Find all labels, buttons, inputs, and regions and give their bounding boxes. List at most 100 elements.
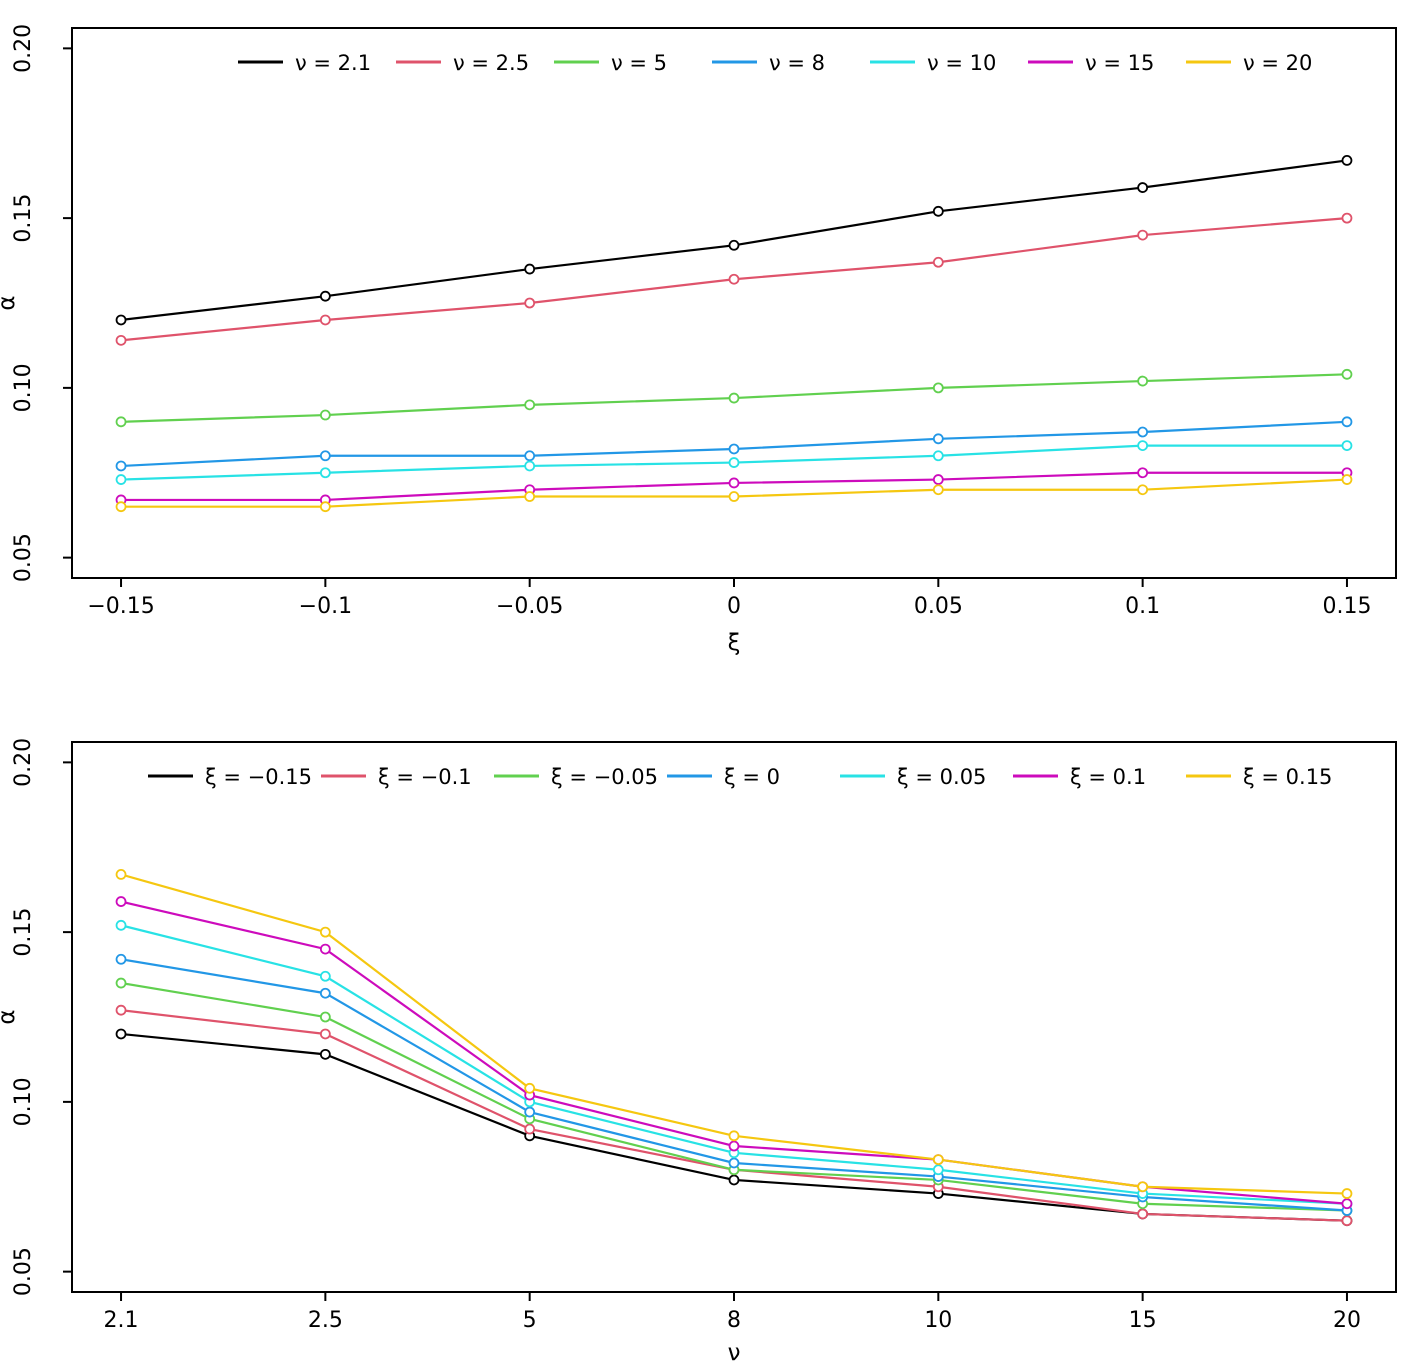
legend-entry: ν = 5 (554, 51, 667, 75)
legend-label: ν = 20 (1243, 51, 1312, 75)
data-point (319, 467, 331, 479)
data-point (728, 392, 740, 404)
legend-label: ν = 2.1 (295, 51, 371, 75)
data-point (115, 953, 127, 965)
data-point (1137, 440, 1149, 451)
data-point (932, 205, 944, 217)
data-point (728, 1130, 740, 1142)
data-point (115, 1028, 127, 1040)
x-tick-label: 20 (1333, 1308, 1361, 1333)
data-point (319, 501, 331, 513)
data-point (1137, 467, 1149, 479)
data-point (115, 869, 127, 880)
data-point (524, 1106, 536, 1118)
legend-entry: ν = 8 (712, 51, 825, 75)
y-axis-title: α (0, 1009, 20, 1024)
legend-label: ξ = 0.1 (1070, 765, 1146, 789)
data-point (728, 443, 740, 455)
x-tick-label: −0.1 (299, 594, 352, 619)
y-tick-label: 0.20 (11, 738, 36, 787)
x-tick-label: 0.1 (1125, 594, 1160, 619)
x-tick-label: −0.05 (496, 594, 563, 619)
data-point (1341, 368, 1353, 380)
legend-label: ξ = −0.15 (205, 765, 312, 789)
y-tick-label: 0.10 (11, 363, 36, 412)
data-point (1341, 416, 1353, 428)
data-point (115, 314, 127, 326)
data-point (319, 970, 331, 982)
x-axis-title: ν (728, 1340, 741, 1365)
legend-entry: ν = 2.5 (396, 51, 529, 75)
x-tick-label: −0.15 (87, 594, 154, 619)
data-point (524, 460, 536, 472)
legend-entry: ν = 2.1 (238, 51, 371, 75)
data-point (319, 290, 331, 302)
legend-entry: ξ = −0.05 (494, 765, 658, 789)
data-point (1341, 212, 1353, 224)
data-point (1137, 182, 1149, 193)
data-point (319, 1011, 331, 1023)
x-tick-label: 5 (523, 1308, 537, 1333)
data-point (115, 919, 127, 931)
data-point (728, 1140, 740, 1152)
y-axis-title: α (0, 295, 20, 310)
legend-entry: ξ = 0.15 (1186, 765, 1332, 789)
x-tick-label: 0.05 (914, 594, 963, 619)
y-tick-label: 0.20 (11, 24, 36, 73)
data-point (319, 450, 331, 462)
x-tick-label: 2.1 (104, 1308, 139, 1333)
data-point (1341, 1198, 1353, 1210)
data-point (932, 450, 944, 462)
legend-label: ν = 10 (927, 51, 996, 75)
data-point (319, 926, 331, 938)
x-tick-label: 0.15 (1322, 594, 1371, 619)
legend-entry: ξ = −0.15 (148, 765, 312, 789)
data-point (1137, 1208, 1149, 1220)
y-tick-label: 0.05 (11, 1247, 36, 1296)
data-point (1137, 1181, 1149, 1193)
data-point (524, 1123, 536, 1135)
data-point (1341, 155, 1353, 166)
legend-label: ν = 8 (769, 51, 825, 75)
data-point (524, 491, 536, 502)
data-point (1341, 1215, 1353, 1227)
legend-label: ξ = 0.15 (1243, 765, 1332, 789)
legend-entry: ξ = 0.05 (840, 765, 986, 789)
data-point (1137, 375, 1149, 387)
data-point (319, 943, 331, 955)
data-point (1137, 426, 1149, 438)
data-point (319, 1048, 331, 1060)
y-tick-label: 0.15 (11, 908, 36, 957)
data-point (115, 416, 127, 428)
legend-label: ν = 5 (611, 51, 667, 75)
data-point (115, 460, 127, 472)
data-point (728, 1174, 740, 1186)
data-point (1137, 484, 1149, 496)
data-point (115, 501, 127, 513)
data-point (319, 409, 331, 421)
y-tick-label: 0.05 (11, 533, 36, 582)
legend-entry: ξ = 0.1 (1013, 765, 1146, 789)
x-axis-title: ξ (728, 630, 741, 656)
data-point (728, 491, 740, 502)
data-point (319, 987, 331, 999)
data-point (728, 239, 740, 251)
legend-label: ν = 15 (1085, 51, 1154, 75)
x-tick-label: 10 (924, 1308, 952, 1333)
data-point (524, 450, 536, 462)
y-tick-label: 0.10 (11, 1077, 36, 1126)
legend-label: ξ = −0.1 (378, 765, 472, 789)
data-point (932, 474, 944, 485)
legend-entry: ξ = −0.1 (321, 765, 472, 789)
data-point (728, 457, 740, 468)
data-point (1341, 474, 1353, 485)
data-point (115, 474, 127, 485)
data-point (728, 477, 740, 489)
data-point (1137, 229, 1149, 241)
legend-entry: ν = 10 (870, 51, 996, 75)
x-tick-label: 8 (727, 1308, 741, 1333)
data-point (1341, 1188, 1353, 1199)
data-point (932, 1164, 944, 1176)
data-point (115, 896, 127, 907)
